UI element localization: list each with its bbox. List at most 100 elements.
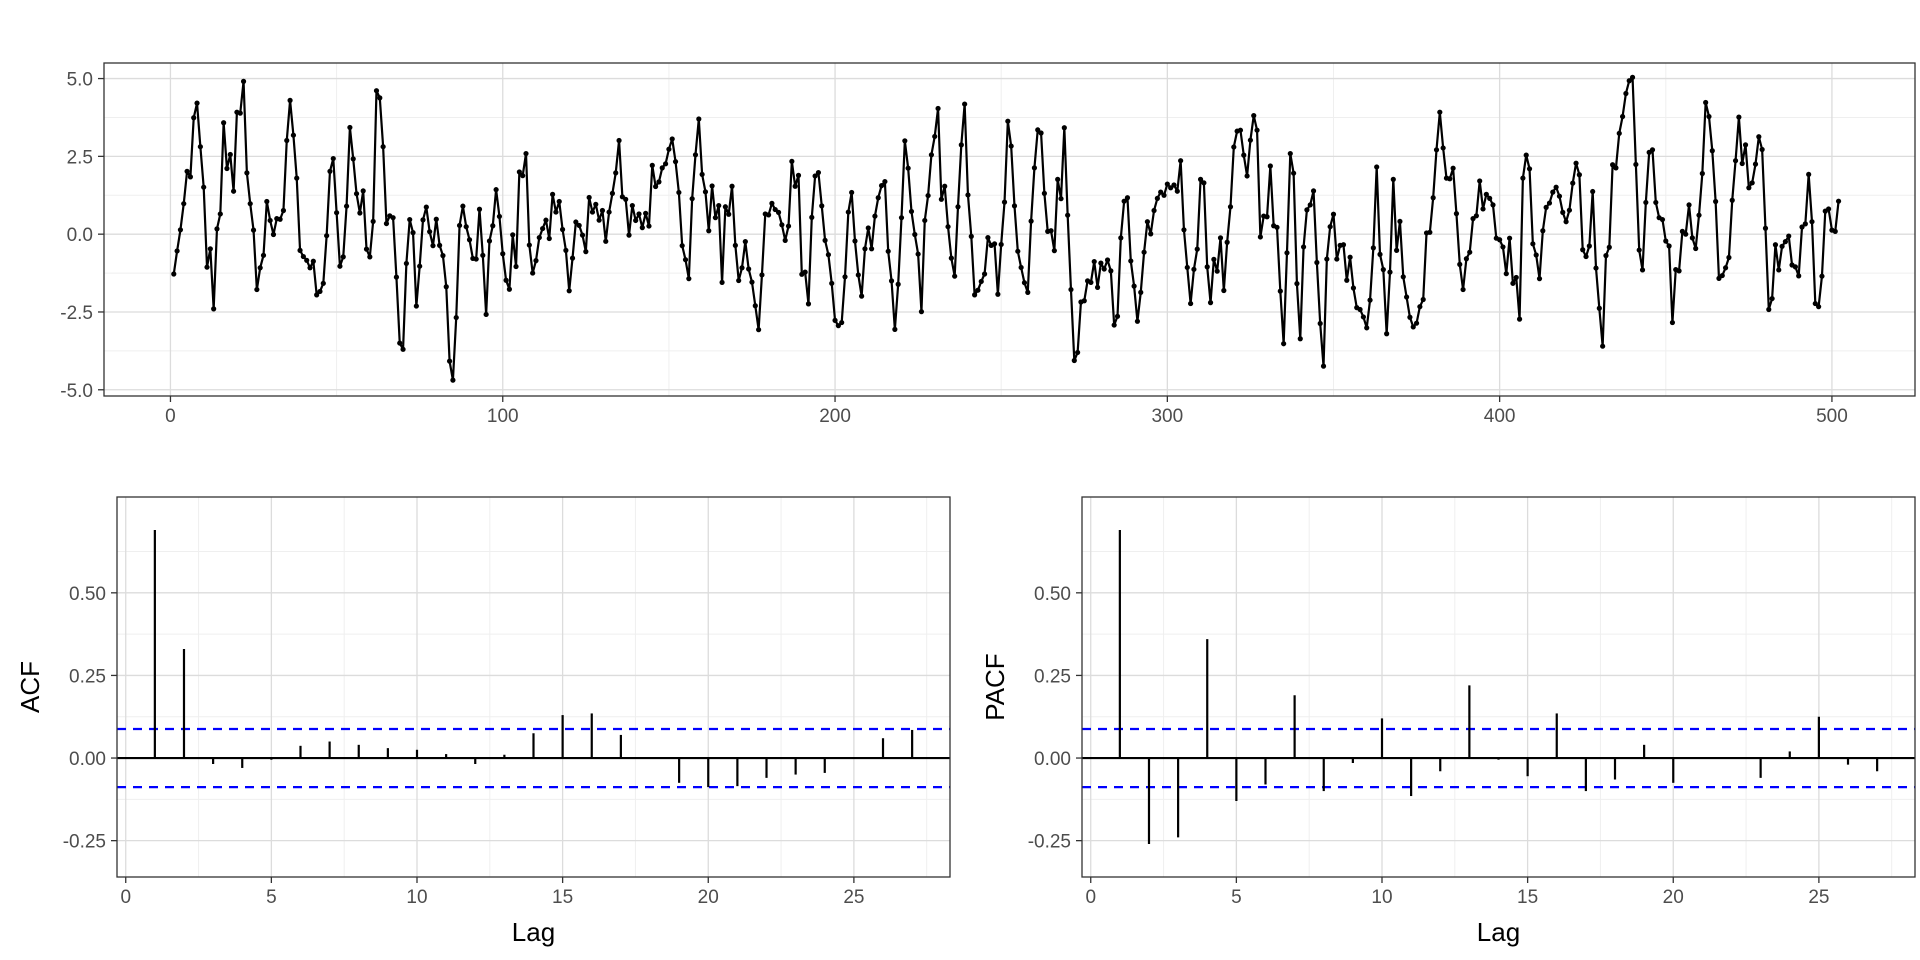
series-point — [1590, 188, 1596, 195]
series-point — [550, 191, 556, 197]
series-point — [912, 231, 918, 238]
series-point — [935, 105, 941, 112]
series-point — [390, 215, 396, 221]
series-point — [533, 258, 539, 264]
series-point — [1709, 148, 1715, 154]
series-point — [1134, 318, 1141, 324]
series-point — [280, 207, 287, 214]
series-point — [1413, 320, 1420, 326]
series-point — [267, 217, 273, 224]
series-point — [1214, 268, 1220, 274]
series-point — [1516, 316, 1523, 322]
series-point — [181, 201, 187, 207]
series-point — [1779, 243, 1785, 249]
series-point — [330, 155, 336, 162]
series-point — [1001, 199, 1008, 205]
series-point — [576, 222, 582, 229]
series-point — [643, 210, 649, 216]
series-point — [320, 280, 326, 286]
series-point — [1284, 250, 1290, 256]
series-point — [1669, 319, 1676, 326]
series-point — [1809, 219, 1815, 225]
series-point — [852, 238, 858, 244]
series-point — [490, 223, 496, 229]
series-point — [1742, 142, 1749, 148]
series-point — [1018, 264, 1024, 271]
series-point — [1154, 195, 1160, 201]
series-x-tick-label: 300 — [1151, 406, 1183, 427]
series-point — [1377, 251, 1383, 257]
series-point — [380, 144, 386, 150]
series-point — [1264, 214, 1270, 220]
series-point — [423, 204, 429, 210]
series-point — [1394, 247, 1400, 253]
series-point — [872, 213, 878, 219]
series-point — [1330, 211, 1337, 217]
series-point — [1812, 300, 1818, 307]
series-point — [709, 183, 715, 189]
series-point — [746, 266, 752, 272]
series-point — [609, 190, 616, 196]
series-point — [1699, 170, 1705, 177]
series-point — [1752, 161, 1759, 167]
series-point — [1603, 253, 1609, 259]
series-point — [1400, 274, 1406, 280]
series-point — [1251, 113, 1257, 119]
series-point — [1151, 207, 1157, 214]
series-point — [1300, 244, 1307, 250]
series-point — [1619, 113, 1626, 120]
series-point — [450, 377, 456, 383]
series-point — [676, 189, 682, 196]
series-point — [952, 273, 958, 279]
series-point — [290, 132, 297, 138]
series-point — [712, 215, 719, 221]
series-point — [1350, 285, 1357, 291]
series-point — [1094, 284, 1101, 290]
series-point — [1121, 198, 1127, 204]
series-point — [224, 165, 230, 172]
series-point — [417, 263, 423, 269]
series-point — [1437, 109, 1443, 115]
series-point — [1071, 357, 1077, 364]
series-point — [666, 146, 672, 152]
series-point — [1497, 237, 1503, 243]
series-point — [1287, 150, 1293, 157]
series-point — [1576, 172, 1582, 178]
series-point — [1231, 144, 1237, 150]
series-point — [530, 270, 536, 276]
acf-y-tick-label: -0.25 — [63, 832, 106, 853]
series-point — [1281, 341, 1287, 347]
series-point — [563, 247, 569, 253]
series-point — [1340, 242, 1347, 248]
series-y-tick-label: -5.0 — [60, 381, 93, 402]
series-point — [211, 306, 217, 312]
series-point — [393, 274, 400, 280]
series-point — [1101, 266, 1107, 272]
series-point — [1294, 281, 1300, 287]
series-point — [460, 203, 466, 209]
series-point — [1553, 184, 1559, 190]
series-point — [1098, 260, 1104, 266]
series-point — [1058, 196, 1064, 202]
series-point — [1237, 127, 1244, 133]
series-point — [1806, 171, 1812, 178]
series-point — [1317, 320, 1323, 327]
series-point — [1367, 297, 1373, 303]
series-point — [207, 246, 213, 252]
series-point — [1772, 242, 1779, 248]
series-point — [171, 271, 177, 277]
series-point — [1075, 349, 1081, 356]
series-point — [1463, 256, 1469, 262]
series-x-tick-label: 100 — [487, 406, 519, 427]
series-point — [942, 183, 948, 189]
series-point — [599, 207, 606, 214]
acf-x-tick-label: 10 — [406, 887, 427, 908]
series-point — [334, 210, 340, 216]
series-point — [742, 239, 748, 245]
series-point — [1453, 211, 1460, 217]
series-point — [1374, 164, 1380, 170]
series-point — [1031, 165, 1038, 171]
pacf-x-tick-label: 20 — [1663, 887, 1684, 908]
series-point — [1015, 248, 1021, 254]
series-point — [1583, 253, 1589, 260]
